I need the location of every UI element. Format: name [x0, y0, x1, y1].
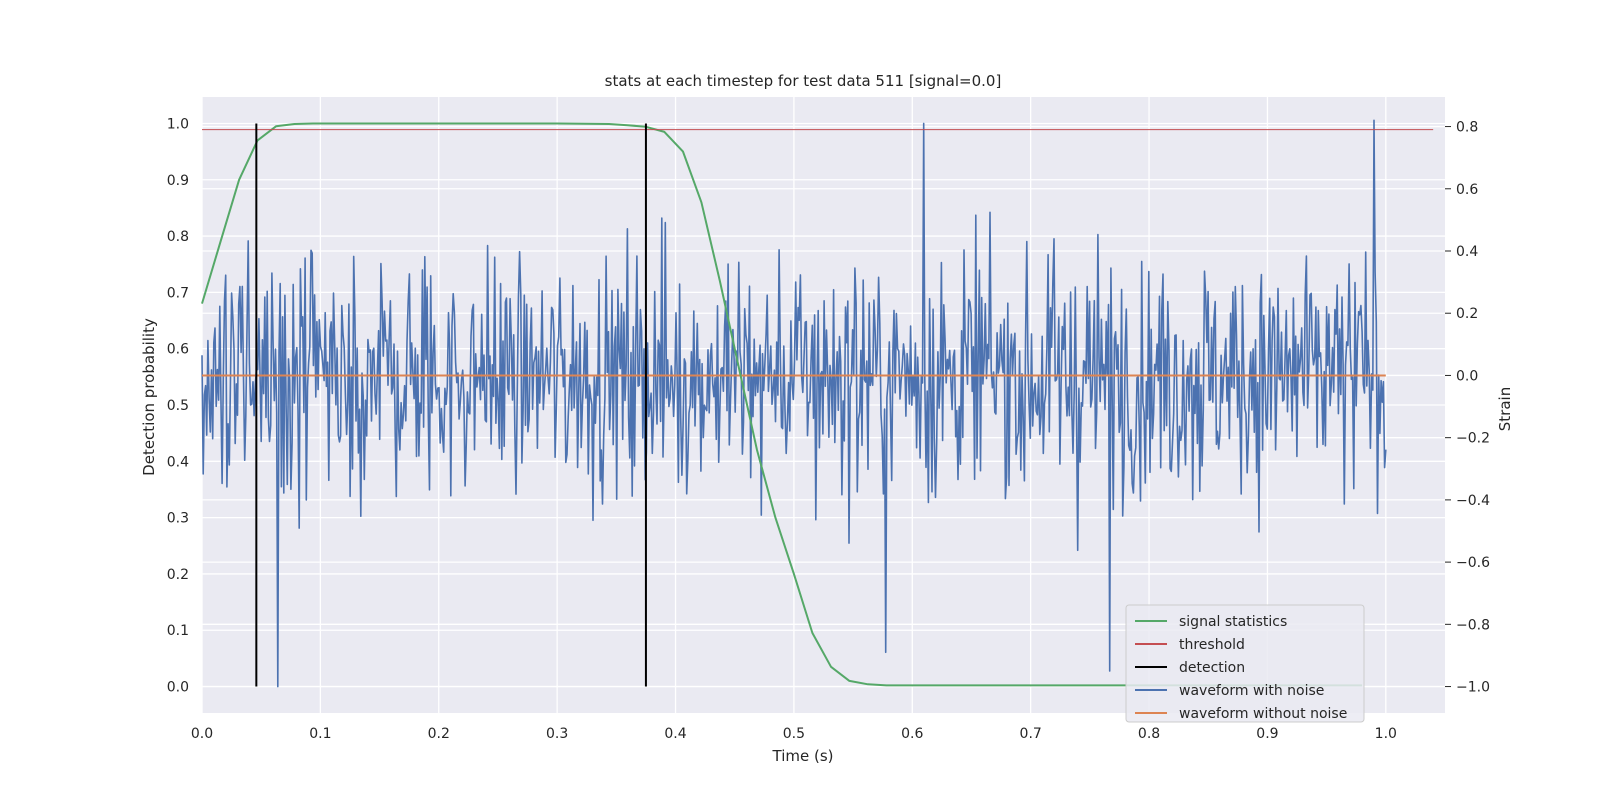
legend-entry: detection	[1179, 660, 1245, 676]
legend-entry: signal statistics	[1179, 614, 1287, 630]
series-signal-statistics	[201, 122, 1363, 687]
y2-tick-label: −0.8	[1456, 617, 1490, 633]
legend-entry: waveform without noise	[1179, 706, 1347, 722]
y2-tick-label: −0.2	[1456, 431, 1490, 447]
y2-tick-label: −0.4	[1456, 493, 1490, 509]
x-tick-label: 0.9	[1256, 726, 1278, 742]
y-tick-label: 0.7	[167, 285, 189, 301]
legend-box	[1125, 604, 1365, 723]
x-axis-title: Time (s)	[772, 747, 834, 765]
legend: signal statistics threshold detection wavef…	[1125, 604, 1365, 723]
y-tick-label: 0.8	[167, 229, 189, 245]
y2-tick-label: 0.2	[1456, 306, 1478, 322]
x-tick-label: 0.3	[546, 726, 568, 742]
x-tick-label: 0.5	[783, 726, 805, 742]
y-tick-label: 0.4	[167, 454, 189, 470]
y-tick-label: 0.2	[167, 567, 189, 583]
series-layer	[201, 119, 1434, 688]
y2-axis-title: Strain	[1496, 387, 1514, 431]
y-axis-title: Detection probability	[140, 318, 158, 476]
x-tick-label: 0.6	[901, 726, 923, 742]
y-tick-label: 0.0	[167, 680, 189, 696]
chart-title: stats at each timestep for test data 511…	[605, 72, 1002, 90]
y-tick-label: 0.6	[167, 342, 189, 358]
x-tick-label: 0.4	[664, 726, 686, 742]
y2-tick-label: −0.6	[1456, 555, 1490, 571]
y-tick-label: 0.9	[167, 173, 189, 189]
x-tick-label: 1.0	[1375, 726, 1397, 742]
legend-entry: waveform with noise	[1179, 683, 1324, 699]
y-tick-label: 0.3	[167, 511, 189, 527]
y-tick-label: 0.5	[167, 398, 189, 414]
x-tick-label: 0.2	[428, 726, 450, 742]
axes-layer: 0.0 0.1 0.2 0.3 0.4 0.5 0.6 0.7 0.8 0.9 1.0 0.0 0.1 0…	[167, 116, 1490, 742]
y2-tick-label: 0.8	[1456, 120, 1478, 136]
y-tick-label: 1.0	[167, 116, 189, 132]
y2-tick-label: 0.6	[1456, 182, 1478, 198]
y2-tick-label: 0.4	[1456, 244, 1478, 260]
y2-tick-label: 0.0	[1456, 368, 1478, 384]
series-waveform-with-noise	[201, 119, 1387, 688]
x-tick-label: 0.1	[309, 726, 331, 742]
x-tick-label: 0.0	[191, 726, 213, 742]
y-tick-label: 0.1	[167, 623, 189, 639]
y2-tick-label: −1.0	[1456, 680, 1490, 696]
legend-entry: threshold	[1179, 637, 1245, 653]
x-tick-label: 0.8	[1138, 726, 1160, 742]
x-tick-label: 0.7	[1020, 726, 1042, 742]
